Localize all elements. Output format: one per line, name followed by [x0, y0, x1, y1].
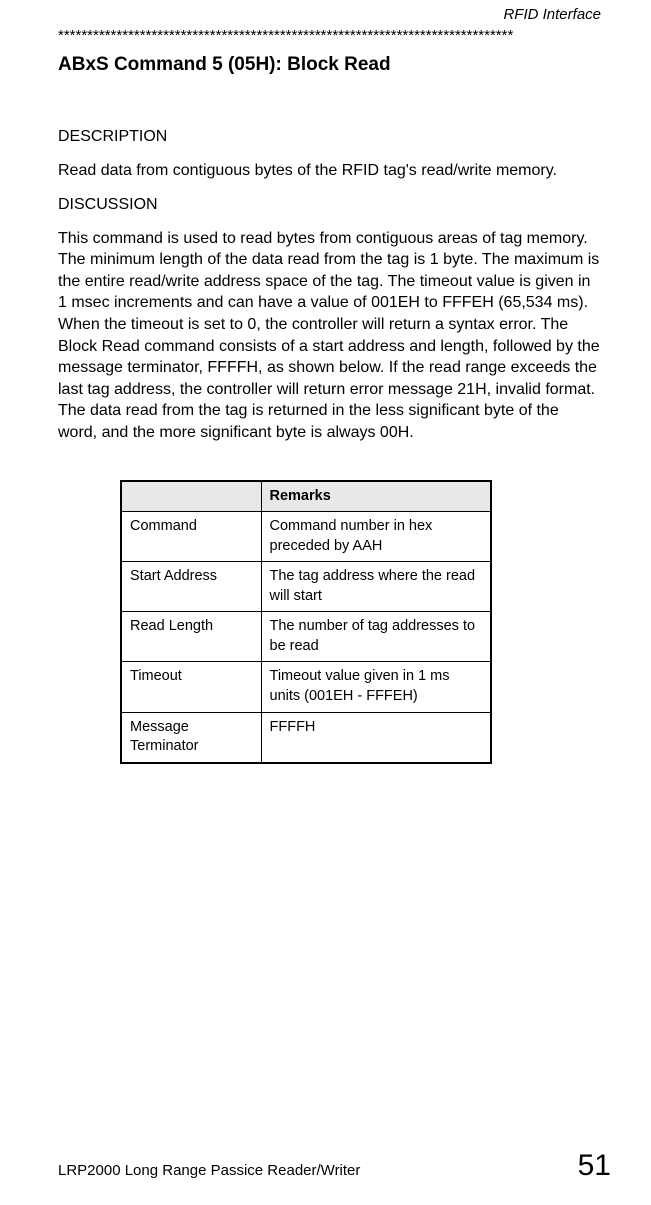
table-row: Message Terminator FFFFH — [121, 712, 491, 763]
remarks-table: Remarks Command Command number in hex pr… — [120, 480, 492, 764]
table-cell: Read Length — [121, 612, 261, 662]
table-cell: Timeout value given in 1 ms units (001EH… — [261, 662, 491, 712]
discussion-heading: DISCUSSION — [58, 196, 601, 214]
page-footer: LRP2000 Long Range Passice Reader/Writer… — [58, 1149, 611, 1183]
table-row: Start Address The tag address where the … — [121, 562, 491, 612]
table-cell: The number of tag addresses to be read — [261, 612, 491, 662]
table-cell: Start Address — [121, 562, 261, 612]
description-heading: DESCRIPTION — [58, 128, 601, 146]
table-row: Timeout Timeout value given in 1 ms unit… — [121, 662, 491, 712]
table-cell: FFFFH — [261, 712, 491, 763]
remarks-table-wrap: Remarks Command Command number in hex pr… — [120, 480, 601, 764]
table-cell: Timeout — [121, 662, 261, 712]
table-row: Command Command number in hex preceded b… — [121, 512, 491, 562]
discussion-body: This command is used to read bytes from … — [58, 228, 601, 444]
running-header: RFID Interface — [58, 6, 601, 23]
description-body: Read data from contiguous bytes of the R… — [58, 160, 601, 182]
table-header-cell: Remarks — [261, 481, 491, 512]
table-row: Read Length The number of tag addresses … — [121, 612, 491, 662]
page-number: 51 — [578, 1149, 611, 1183]
footer-title: LRP2000 Long Range Passice Reader/Writer — [58, 1162, 360, 1179]
table-cell: Message Terminator — [121, 712, 261, 763]
table-header-row: Remarks — [121, 481, 491, 512]
table-cell: Command number in hex preceded by AAH — [261, 512, 491, 562]
table-cell: The tag address where the read will star… — [261, 562, 491, 612]
section-divider: ****************************************… — [58, 27, 601, 44]
page-title: ABxS Command 5 (05H): Block Read — [58, 54, 601, 76]
table-cell: Command — [121, 512, 261, 562]
table-header-cell — [121, 481, 261, 512]
